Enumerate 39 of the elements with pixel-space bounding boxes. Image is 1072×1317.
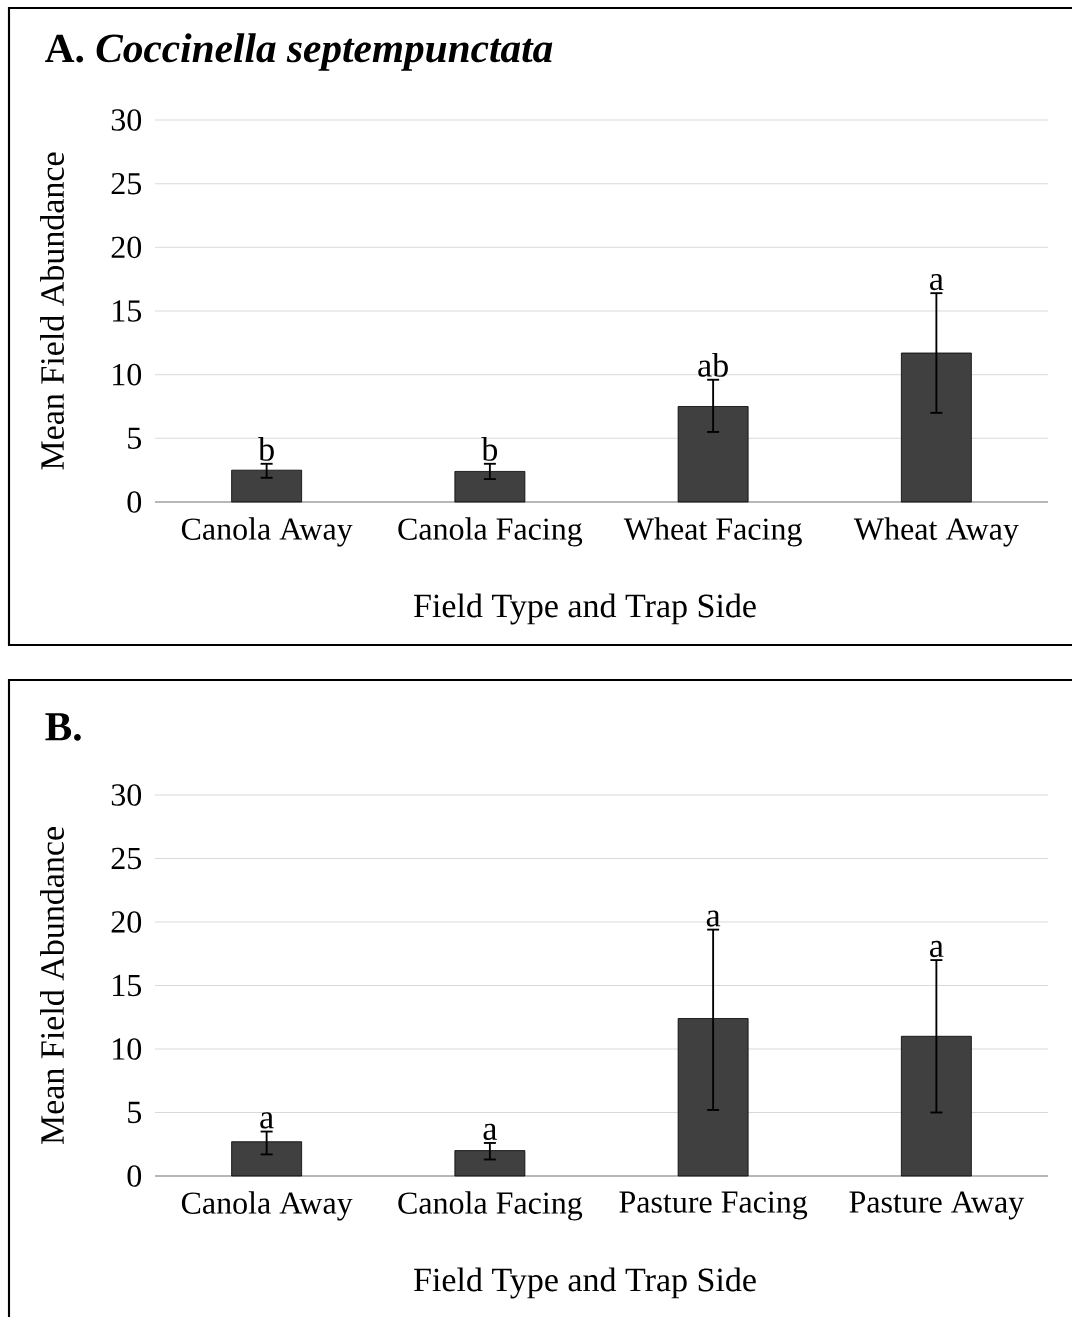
y-tick-label: 20 bbox=[111, 911, 142, 933]
y-tick-label: 10 bbox=[113, 363, 142, 386]
y-tick-label: 5 bbox=[128, 427, 142, 449]
annotation: a bbox=[930, 940, 944, 958]
annotation: a bbox=[930, 273, 944, 291]
x-tick-label: Pasture Facing bbox=[619, 1191, 808, 1220]
bar bbox=[454, 471, 526, 503]
x-axis-title: Field Type and Trap Side bbox=[414, 593, 756, 625]
y-tick-label: 0 bbox=[127, 1165, 142, 1187]
annotation: ab bbox=[698, 352, 728, 377]
y-tick-label: 0 bbox=[127, 491, 142, 513]
x-tick-label: Pasture Away bbox=[849, 1191, 1025, 1220]
x-tick-label: Canola Away bbox=[181, 517, 353, 547]
chart-title: A. Coccinella septempunctata bbox=[45, 33, 553, 71]
x-tick-label: Wheat Away bbox=[853, 517, 1019, 547]
annotation: a bbox=[260, 1112, 274, 1129]
bar bbox=[677, 406, 749, 503]
y-axis-title: Mean Field Abundance bbox=[40, 827, 64, 1145]
y-tick-label: 5 bbox=[128, 1101, 142, 1124]
y-tick-label: 30 bbox=[111, 784, 142, 806]
y-tick-label: 15 bbox=[113, 300, 142, 322]
y-tick-label: 25 bbox=[111, 172, 142, 195]
annotation: a bbox=[706, 910, 721, 927]
annotation: a bbox=[483, 1123, 497, 1141]
annotation: b bbox=[258, 436, 274, 461]
y-tick-label: 10 bbox=[113, 1038, 142, 1060]
y-axis-title: Mean Field Abundance bbox=[40, 152, 65, 470]
bar bbox=[231, 469, 303, 503]
y-tick-label: 25 bbox=[111, 847, 142, 870]
x-tick-label: Wheat Facing bbox=[623, 517, 802, 547]
y-tick-label: 15 bbox=[113, 974, 142, 997]
y-tick-label: 30 bbox=[111, 109, 142, 131]
x-tick-label: Canola Facing bbox=[398, 1191, 583, 1221]
chart-title: B. bbox=[45, 713, 81, 741]
x-tick-label: Canola Away bbox=[181, 1191, 353, 1221]
x-tick-label: Canola Facing bbox=[398, 517, 583, 547]
y-tick-label: 20 bbox=[111, 236, 142, 259]
x-axis-title: Field Type and Trap Side bbox=[414, 1267, 756, 1299]
annotation: b bbox=[481, 436, 498, 461]
